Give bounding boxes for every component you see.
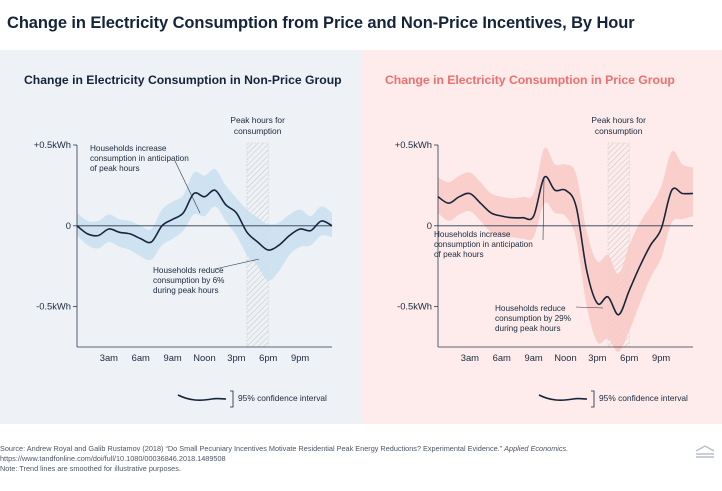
non-price-chart: Change in Electricity Consumption in Non… [24, 73, 342, 408]
confidence-band [77, 168, 332, 281]
price-panel: Change in Electricity Consumption in Pri… [361, 50, 722, 424]
source-line: Source: Andrew Royal and Galib Rustamov … [0, 444, 568, 454]
legend-line-sample [177, 394, 227, 401]
annotation-label: consumption by 29% [495, 314, 571, 323]
source-url: https://www.tandfonline.com/doi/full/10.… [0, 454, 226, 463]
annotation-label: Households reduce [495, 304, 566, 313]
legend-label: 95% confidence interval [238, 393, 327, 403]
legend-bracket [230, 390, 234, 408]
legend-bracket [591, 390, 595, 408]
x-tick-label: 9pm [291, 352, 309, 363]
x-tick-label: 6pm [259, 352, 277, 363]
y-tick-label: -0.5kWh [36, 301, 71, 312]
non-price-panel: Change in Electricity Consumption in Non… [0, 50, 361, 424]
annotation-label: consumption by 6% [153, 276, 224, 285]
peak-hours-label: consumption [234, 126, 282, 136]
y-tick-label: +0.5kWh [395, 139, 432, 150]
annotation-leader [575, 306, 604, 309]
x-tick-label: 3pm [227, 352, 245, 363]
x-tick-label: 9am [164, 352, 182, 363]
logo-icon [695, 445, 715, 458]
figure-title: Change in Electricity Consumption from P… [7, 14, 635, 32]
y-tick-label: 0 [66, 220, 71, 231]
x-tick-label: 6am [132, 352, 150, 363]
panel-title: Change in Electricity Consumption in Pri… [385, 73, 675, 87]
source-text: Source: Andrew Royal and Galib Rustamov … [0, 444, 505, 453]
x-tick-label: 9am [525, 352, 543, 363]
annotation-leader [174, 160, 201, 214]
peak-hours-label: Peak hours for [230, 115, 285, 125]
footnote: Note: Trend lines are smoothed for illus… [0, 464, 181, 473]
x-tick-label: 6am [493, 352, 511, 363]
panel-title: Change in Electricity Consumption in Non… [24, 73, 342, 87]
annotation-label: consumption in anticipation [90, 154, 189, 163]
annotation-label: of peak hours [434, 250, 484, 259]
x-tick-label: 3pm [588, 352, 606, 363]
annotation-label: consumption in anticipation [434, 240, 533, 249]
x-tick-label: Noon [554, 352, 576, 363]
x-tick-label: 6pm [620, 352, 638, 363]
legend-label: 95% confidence interval [599, 393, 688, 403]
x-tick-label: 3am [100, 352, 118, 363]
annotation-label: Households reduce [153, 266, 224, 275]
price-chart: Change in Electricity Consumption in Pri… [385, 73, 694, 408]
x-tick-label: 3am [461, 352, 479, 363]
legend-line-sample [538, 394, 588, 401]
peak-hours-label: consumption [595, 126, 643, 136]
peak-hours-label: Peak hours for [591, 115, 646, 125]
confidence-band [438, 147, 693, 352]
y-tick-label: -0.5kWh [397, 301, 432, 312]
annotation-leader [542, 178, 545, 241]
y-tick-label: +0.5kWh [34, 139, 71, 150]
annotation-label: Households increase [434, 230, 511, 239]
series-line [76, 189, 333, 251]
series-line [437, 175, 694, 316]
annotation-leader [214, 258, 260, 270]
annotation-label: of peak hours [90, 164, 140, 173]
footer: Source: Andrew Royal and Galib Rustamov … [0, 444, 568, 474]
annotation-label: during peak hours [153, 286, 219, 295]
x-tick-label: 9pm [652, 352, 670, 363]
annotation-label: Households increase [90, 144, 167, 153]
x-tick-label: Noon [193, 352, 215, 363]
annotation-label: during peak hours [495, 324, 561, 333]
y-tick-label: 0 [427, 220, 432, 231]
source-journal: Applied Economics. [504, 444, 569, 453]
